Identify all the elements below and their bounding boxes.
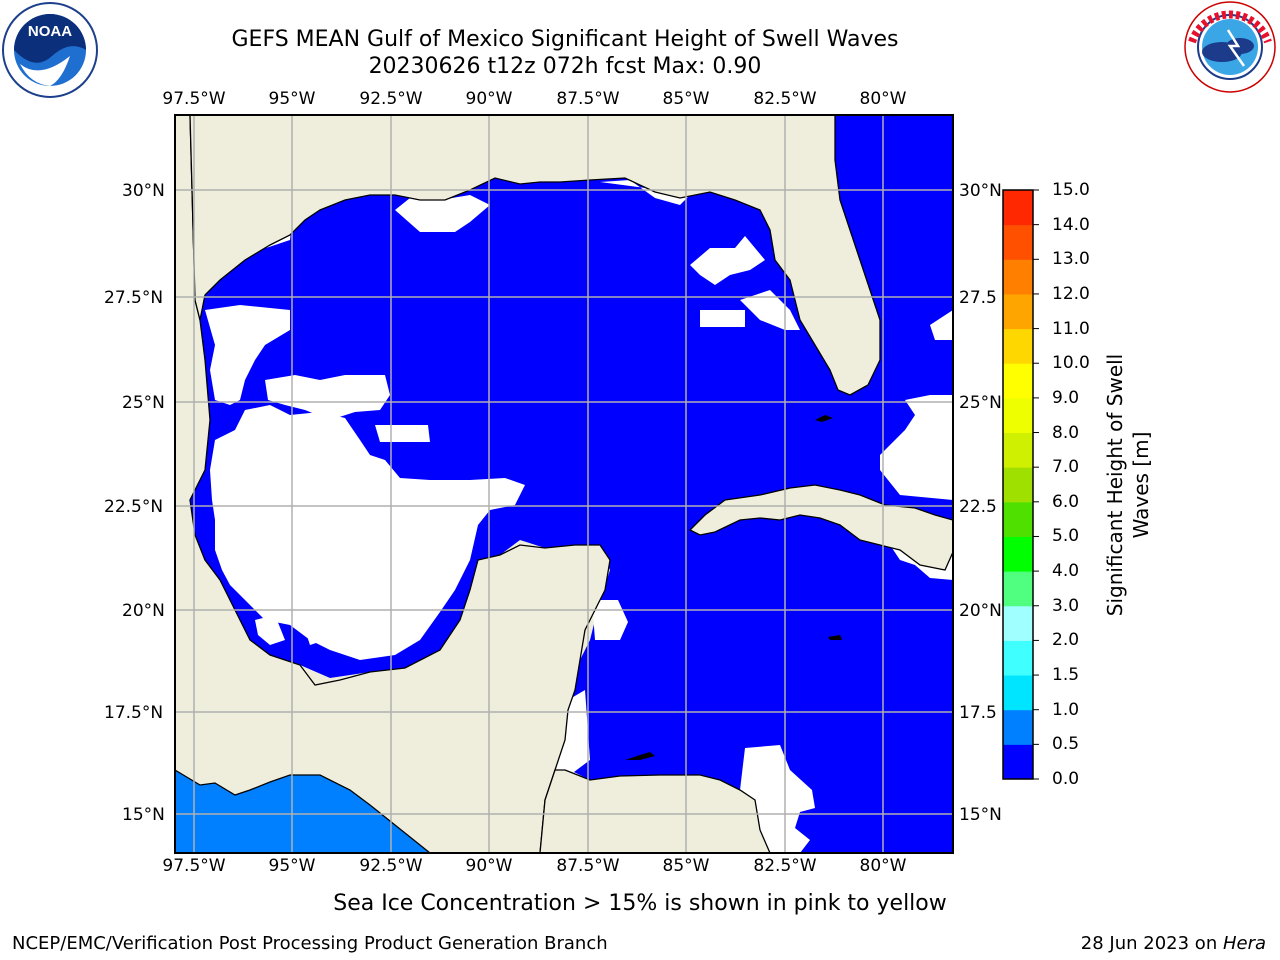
no-data-sw-island2 bbox=[305, 625, 325, 645]
no-data-north3 bbox=[600, 180, 690, 205]
colorbar bbox=[1002, 189, 1039, 780]
lat-label-right: 20°N bbox=[959, 601, 1002, 621]
lat-label-left: 22.5°N bbox=[104, 497, 164, 517]
colorbar-segment bbox=[1003, 293, 1033, 330]
honduras bbox=[539, 769, 771, 853]
colorbar-tick-label: 1.0 bbox=[1052, 699, 1080, 720]
lon-label-bottom: 87.5°W bbox=[556, 856, 620, 876]
graticule bbox=[175, 115, 953, 853]
map-frame bbox=[174, 114, 954, 854]
no-data-north2 bbox=[395, 195, 490, 232]
lat-label-right: 15°N bbox=[959, 805, 1002, 825]
no-data-east2 bbox=[930, 310, 953, 340]
colorbar-tick-label: 4.0 bbox=[1052, 561, 1080, 582]
colorbar-frame bbox=[1002, 189, 1034, 780]
colorbar-segment bbox=[1003, 432, 1033, 468]
footer-credit: NCEP/EMC/Verification Post Processing Pr… bbox=[12, 933, 608, 954]
no-data-west2 bbox=[265, 375, 390, 420]
colorbar-segment bbox=[1003, 259, 1033, 295]
colorbar-segment bbox=[1003, 640, 1033, 676]
lon-label-bottom: 97.5°W bbox=[162, 856, 226, 876]
no-data-east1 bbox=[880, 395, 953, 500]
lon-label-top: 80°W bbox=[859, 89, 907, 109]
lon-label-top: 95°W bbox=[268, 89, 316, 109]
chart-subtitle: 20230626 t12z 072h fcst Max: 0.90 bbox=[368, 54, 762, 79]
colorbar-tick-label: 0.5 bbox=[1052, 734, 1080, 755]
colorbar-tick-label: 3.0 bbox=[1052, 595, 1080, 616]
colorbar-tick-label: 6.0 bbox=[1052, 491, 1080, 512]
colorbar-tick-label: 8.0 bbox=[1052, 422, 1080, 443]
colorbar-segment bbox=[1003, 501, 1033, 537]
lon-label-bottom: 82.5°W bbox=[753, 856, 817, 876]
lon-label-bottom: 95°W bbox=[268, 856, 316, 876]
lon-label-bottom: 90°W bbox=[465, 856, 513, 876]
no-data-ne1 bbox=[690, 236, 765, 285]
colorbar-segment bbox=[1003, 397, 1033, 434]
colorbar-segment bbox=[1003, 190, 1033, 226]
chart-title: GEFS MEAN Gulf of Mexico Significant Hei… bbox=[231, 27, 899, 52]
colorbar-title: Significant Height of Swell Waves [m] bbox=[1103, 353, 1153, 617]
no-data-ne2 bbox=[700, 310, 745, 327]
no-data-carib2 bbox=[740, 745, 815, 853]
no-data-central bbox=[210, 405, 525, 660]
colorbar-tick-label: 7.0 bbox=[1052, 457, 1080, 478]
colorbar-segment bbox=[1003, 675, 1033, 711]
lat-label-right: 22.5 bbox=[959, 497, 997, 517]
lon-label-top: 97.5°W bbox=[162, 89, 226, 109]
lat-label-left: 15°N bbox=[122, 805, 165, 825]
no-data-west bbox=[205, 305, 290, 405]
lon-label-top: 92.5°W bbox=[359, 89, 423, 109]
lat-label-right: 30°N bbox=[959, 181, 1002, 201]
lon-label-top: 85°W bbox=[662, 89, 710, 109]
colorbar-tick-label: 1.5 bbox=[1052, 665, 1080, 686]
colorbar-tick-label: 10.0 bbox=[1052, 353, 1090, 374]
florida bbox=[189, 115, 881, 396]
colorbar-segment bbox=[1003, 328, 1033, 364]
lat-label-left: 27.5°N bbox=[104, 288, 164, 308]
colorbar-segment bbox=[1003, 536, 1033, 572]
colorbar-segment bbox=[1003, 224, 1033, 260]
lon-label-top: 82.5°W bbox=[753, 89, 817, 109]
lat-label-right: 25°N bbox=[959, 393, 1002, 413]
lat-label-left: 30°N bbox=[122, 181, 165, 201]
colorbar-tick-label: 5.0 bbox=[1052, 526, 1080, 547]
sea-ice-note: Sea Ice Concentration > 15% is shown in … bbox=[333, 891, 947, 916]
svg-text:NOAA: NOAA bbox=[28, 23, 72, 40]
lon-label-top: 90°W bbox=[465, 89, 513, 109]
footer-date: 28 Jun 2023 on Hera bbox=[1080, 933, 1266, 954]
lon-label-bottom: 92.5°W bbox=[359, 856, 423, 876]
lat-label-right: 17.5 bbox=[959, 703, 997, 723]
colorbar-segment bbox=[1003, 605, 1033, 641]
colorbar-tick-label: 0.0 bbox=[1052, 769, 1080, 789]
lat-label-left: 17.5°N bbox=[104, 703, 164, 723]
noaa-logo: NOAA bbox=[2, 2, 98, 98]
nws-logo bbox=[1184, 1, 1276, 93]
colorbar-segment bbox=[1003, 571, 1033, 607]
pacific-water bbox=[175, 770, 430, 853]
lat-label-left: 25°N bbox=[122, 393, 165, 413]
colorbar-segment bbox=[1003, 709, 1033, 745]
map-area bbox=[175, 115, 953, 853]
colorbar-segment bbox=[1003, 744, 1033, 780]
colorbar-tick-label: 11.0 bbox=[1052, 318, 1090, 339]
lon-label-bottom: 80°W bbox=[859, 856, 907, 876]
colorbar-segment bbox=[1003, 363, 1033, 399]
colorbar-tick-label: 15.0 bbox=[1052, 180, 1090, 200]
colorbar-tick-label: 13.0 bbox=[1052, 249, 1090, 270]
lon-label-top: 87.5°W bbox=[556, 89, 620, 109]
lat-label-left: 20°N bbox=[122, 601, 165, 621]
no-data-strip bbox=[375, 425, 430, 442]
colorbar-tick-label: 2.0 bbox=[1052, 630, 1080, 651]
colorbar-tick-label: 14.0 bbox=[1052, 214, 1090, 235]
colorbar-segment bbox=[1003, 467, 1033, 503]
colorbar-tick-label: 9.0 bbox=[1052, 387, 1080, 408]
lat-label-right: 27.5 bbox=[959, 288, 997, 308]
colorbar-tick-label: 12.0 bbox=[1052, 283, 1090, 304]
lon-label-bottom: 85°W bbox=[662, 856, 710, 876]
no-data-sw-island1 bbox=[255, 615, 285, 645]
